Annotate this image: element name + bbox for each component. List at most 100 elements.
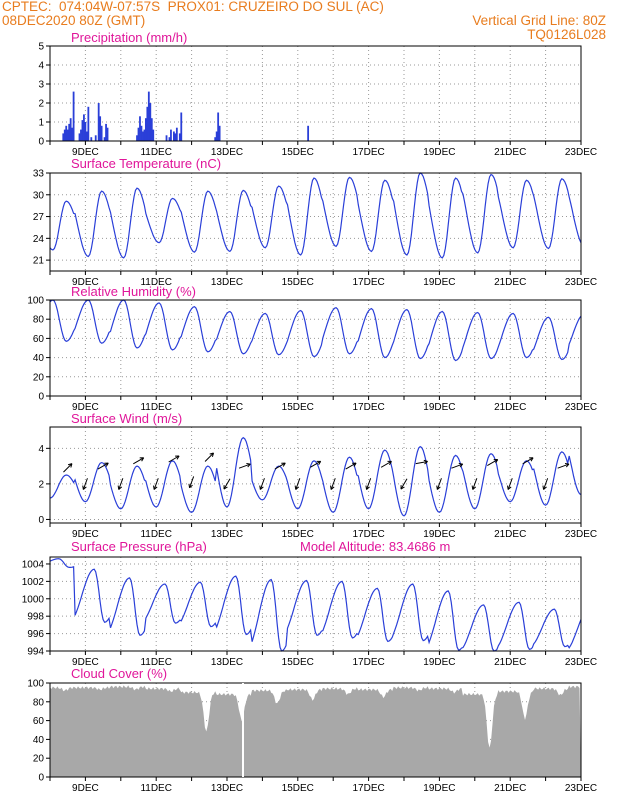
precipitation-xtick-label: 21DEC xyxy=(494,147,526,158)
cloud-ytick-label: 20 xyxy=(33,754,45,765)
header-location: CPTEC: 074:04W-07:57S PROX01: CRUZEIRO D… xyxy=(2,0,384,14)
humidity-xtick-label: 9DEC xyxy=(72,402,99,413)
pressure-ytick-label: 1002 xyxy=(22,577,45,588)
humidity-frame xyxy=(49,299,582,397)
wind-ytick-label: 2 xyxy=(38,479,44,490)
wind-frame xyxy=(49,426,582,524)
precipitation-bar xyxy=(81,120,84,141)
humidity-xtick-label: 13DEC xyxy=(211,402,243,413)
humidity-xtick-label: 11DEC xyxy=(140,402,172,413)
wind-arrow-head xyxy=(471,485,477,490)
precipitation-ytick-label: 4 xyxy=(38,61,44,72)
precipitation-bar xyxy=(68,123,71,141)
precipitation-xtick-label: 9DEC xyxy=(72,147,99,158)
precipitation-bar xyxy=(137,127,140,141)
wind-xtick-label: 17DEC xyxy=(352,529,384,540)
wind-arrow xyxy=(330,478,336,490)
temperature-ytick-label: 24 xyxy=(33,234,45,245)
wind-arrow-head xyxy=(188,483,193,489)
precipitation-bar xyxy=(214,137,217,141)
precipitation-xtick-label: 23DEC xyxy=(565,147,597,158)
precipitation-bar xyxy=(140,125,143,141)
temperature-xtick-label: 11DEC xyxy=(140,277,172,288)
cloud-ytick-label: 100 xyxy=(27,679,44,690)
wind-arrow xyxy=(274,462,286,470)
pressure-xtick-label: 13DEC xyxy=(211,657,243,668)
precipitation-bar xyxy=(136,135,138,141)
wind-xtick-label: 23DEC xyxy=(565,529,597,540)
wind-arrow xyxy=(168,455,180,463)
cloud-xtick-label: 23DEC xyxy=(565,783,597,794)
precipitation-bar xyxy=(83,114,85,141)
precipitation-bar xyxy=(217,112,220,141)
precipitation-bar xyxy=(174,133,177,141)
wind-arrow xyxy=(259,478,265,490)
wind-arrow-head xyxy=(387,460,392,466)
precipitation-bar xyxy=(100,125,103,141)
precipitation-bar xyxy=(103,137,106,141)
wind-series-line xyxy=(49,436,582,517)
wind-arrow-head xyxy=(104,462,109,467)
pressure-ytick-label: 994 xyxy=(27,647,44,658)
temperature-xtick-label: 17DEC xyxy=(352,277,384,288)
wind-arrow xyxy=(543,478,549,490)
cloud-xtick-label: 17DEC xyxy=(352,783,384,794)
cloud-title: Cloud Cover (%) xyxy=(71,666,167,681)
wind-arrow xyxy=(400,478,408,490)
temperature-xtick-label: 9DEC xyxy=(72,277,99,288)
humidity-series-line xyxy=(49,299,582,362)
wind-arrow-head xyxy=(139,457,145,462)
wind-arrow-head xyxy=(564,462,570,468)
humidity-xtick-label: 15DEC xyxy=(282,402,314,413)
precipitation-bar xyxy=(152,129,155,141)
cloud-ytick-label: 40 xyxy=(33,735,45,746)
precipitation-bar xyxy=(178,133,181,141)
precipitation-bar xyxy=(85,131,88,141)
temperature-xtick-label: 21DEC xyxy=(494,277,526,288)
header-run-time: 08DEC2020 80Z (GMT) xyxy=(2,13,146,28)
wind-xtick-label: 11DEC xyxy=(140,529,172,540)
wind-arrow xyxy=(223,478,231,490)
temperature-ytick-label: 27 xyxy=(33,212,45,223)
wind-arrow xyxy=(507,478,513,490)
wind-arrow-head xyxy=(82,485,87,490)
humidity-xtick-label: 19DEC xyxy=(423,402,455,413)
wind-arrow-head xyxy=(507,485,512,490)
humidity-xtick-label: 17DEC xyxy=(352,402,384,413)
wind-xtick-label: 9DEC xyxy=(72,529,99,540)
cloud-xtick-label: 19DEC xyxy=(423,783,455,794)
precipitation-bar xyxy=(106,127,109,141)
wind-xtick-label: 21DEC xyxy=(494,529,526,540)
wind-arrow xyxy=(204,452,214,462)
temperature-xtick-label: 13DEC xyxy=(211,277,243,288)
wind-arrow-head xyxy=(117,485,123,490)
precipitation-title: Precipitation (mm/h) xyxy=(71,30,187,45)
pressure-xtick-label: 23DEC xyxy=(565,657,597,668)
precipitation-frame xyxy=(49,45,582,142)
pressure-xtick-label: 19DEC xyxy=(423,657,455,668)
precipitation-ytick-label: 3 xyxy=(38,80,44,91)
precipitation-bar xyxy=(307,125,310,141)
humidity-ytick-label: 60 xyxy=(33,334,45,345)
wind-arrow xyxy=(366,478,372,490)
precipitation-bar xyxy=(78,133,81,141)
wind-arrow xyxy=(345,462,357,470)
precipitation-ytick-label: 0 xyxy=(38,137,44,148)
precipitation-bar xyxy=(215,131,218,141)
temperature-series-line xyxy=(49,172,582,259)
wind-arrow xyxy=(118,478,124,490)
wind-arrow xyxy=(472,478,478,490)
wind-arrow-head xyxy=(423,459,428,465)
precipitation-bar xyxy=(150,118,153,141)
temperature-xtick-label: 15DEC xyxy=(282,277,314,288)
wind-arrow-head xyxy=(281,462,286,467)
humidity-ytick-label: 80 xyxy=(33,315,45,326)
wind-arrow xyxy=(82,478,88,490)
cloud-cover-area xyxy=(50,685,581,777)
header-model-code: TQ0126L028 xyxy=(527,27,606,42)
wind-arrow-head xyxy=(153,485,158,490)
precipitation-bar xyxy=(65,125,68,141)
wind-arrow-head xyxy=(294,485,300,490)
precipitation-bar xyxy=(72,91,75,141)
